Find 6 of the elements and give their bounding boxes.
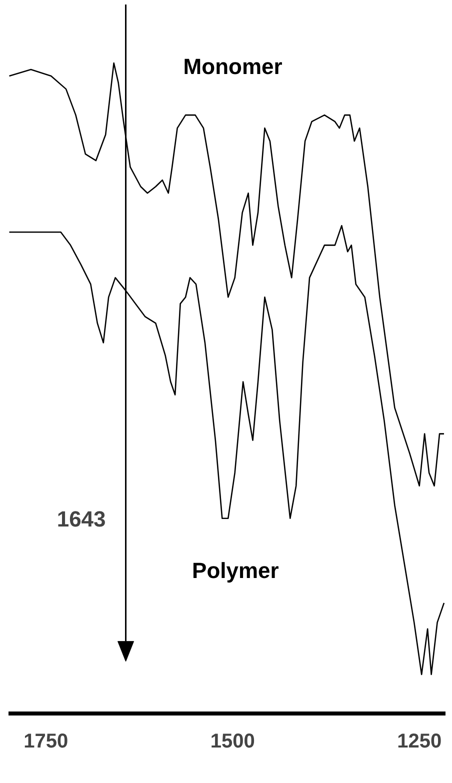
x-tick-label: 1500 xyxy=(210,730,255,752)
x-tick-label: 1250 xyxy=(397,730,442,752)
x-tick-label: 1750 xyxy=(24,730,68,752)
series-label: Polymer xyxy=(192,558,280,583)
series-label: Monomer xyxy=(183,54,283,79)
ref-line-label: 1643 xyxy=(56,506,106,532)
